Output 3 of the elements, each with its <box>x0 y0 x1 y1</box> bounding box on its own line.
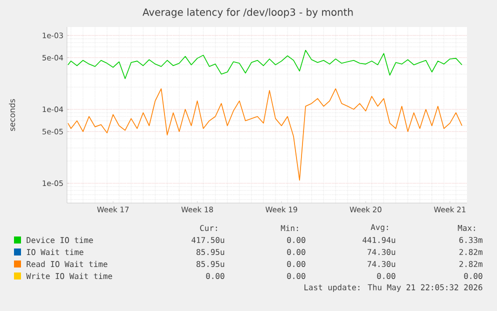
line-series <box>68 88 462 181</box>
line-series <box>68 50 462 80</box>
chart-title: Average latency for /dev/loop3 - by month <box>142 8 353 18</box>
